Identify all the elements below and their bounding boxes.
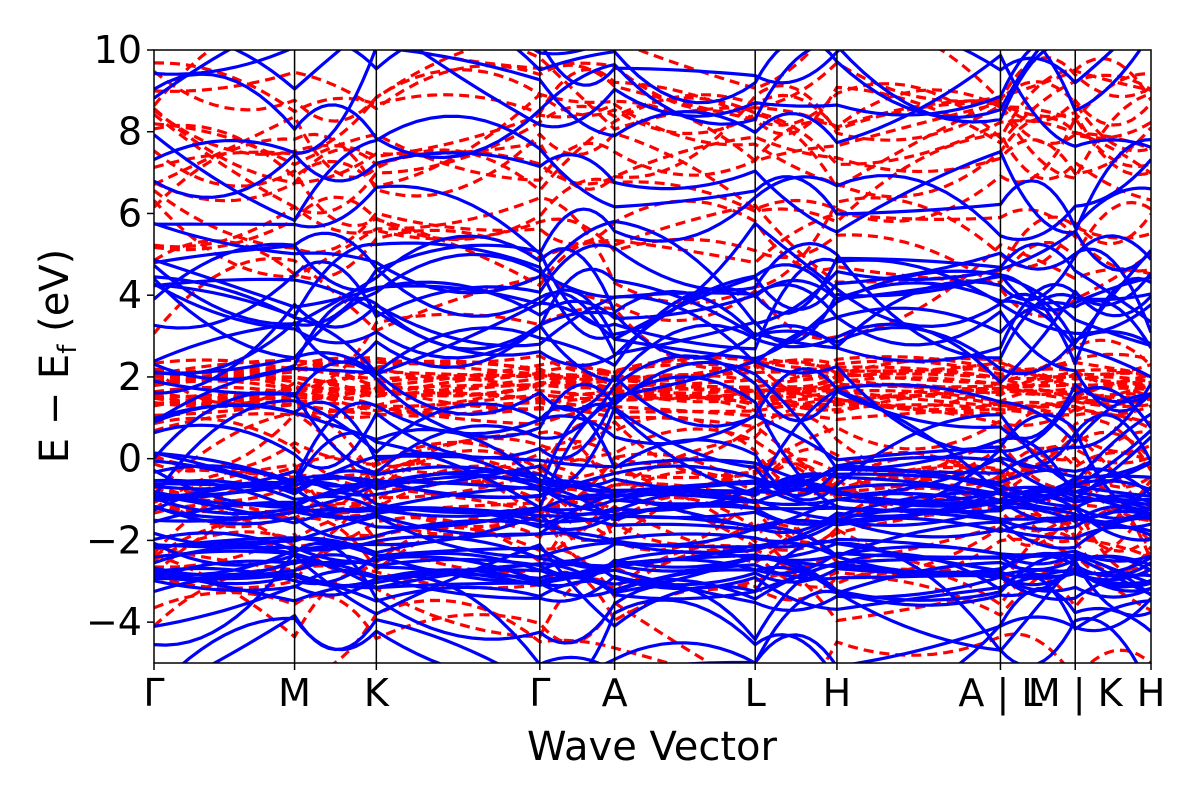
band-line (154, 573, 1151, 663)
band-line (232, 50, 1077, 129)
band-line (154, 513, 1151, 553)
band-line (154, 275, 1151, 379)
band-line (154, 554, 1151, 601)
band-line (154, 464, 1151, 508)
band-line (154, 566, 1151, 603)
band-line (154, 541, 1151, 647)
band-line (154, 242, 1151, 341)
band-line (154, 221, 1151, 340)
band-line (154, 516, 1151, 558)
band-line (154, 590, 1151, 663)
y-tick-label: 4 (118, 273, 142, 317)
band-line (154, 490, 1151, 530)
band-line (154, 375, 1151, 405)
x-tick-label: L (745, 671, 766, 715)
band-line (154, 241, 1151, 360)
band-line (154, 234, 1151, 360)
y-tick-label: 8 (118, 110, 142, 154)
y-tick-label: 2 (118, 355, 142, 399)
x-tick-label: Γ (529, 671, 550, 715)
band-line (154, 242, 1151, 324)
x-tick-label: M | K (1028, 671, 1124, 716)
x-tick-label: K (364, 671, 390, 715)
band-line (154, 244, 1151, 342)
band-line (154, 355, 1151, 380)
band-line (154, 553, 1151, 602)
band-line (154, 50, 1151, 114)
band-line (154, 306, 1151, 409)
band-line (154, 383, 1151, 416)
band-line (154, 50, 1115, 85)
band-line (154, 50, 1151, 161)
band-line (154, 234, 1151, 376)
band-line (154, 96, 1151, 215)
band-line (154, 375, 1151, 513)
x-tick-label: H (823, 671, 852, 715)
solid-band-series (154, 50, 1151, 663)
band-line (154, 359, 1151, 470)
band-line (154, 366, 1151, 445)
y-tick-label: 6 (118, 191, 142, 235)
x-tick-label: H (1137, 671, 1166, 715)
band-line (154, 408, 1151, 502)
band-line (154, 195, 1151, 288)
band-line (154, 219, 1151, 326)
band-line (154, 231, 1151, 356)
x-tick-label: Γ (143, 671, 164, 715)
y-tick-label: 10 (94, 28, 142, 72)
y-axis-label: E − Ef (eV) (32, 249, 83, 464)
x-axis-label: Wave Vector (527, 724, 778, 770)
y-axis: 10 8 6 4 2 0 −2 −4 (86, 28, 154, 644)
x-tick-label: M (278, 671, 311, 715)
band-line (154, 50, 1142, 113)
plot-frame (153, 49, 1152, 664)
band-line (154, 158, 1151, 257)
band-line (154, 56, 1151, 141)
band-line (154, 380, 1151, 409)
band-line (154, 451, 1151, 494)
band-line (154, 288, 1151, 385)
band-line (154, 50, 1151, 123)
high-symmetry-lines (293, 50, 1076, 663)
band-line (154, 372, 1151, 399)
y-tick-label: 0 (118, 437, 142, 481)
band-line (154, 463, 1151, 500)
band-line (154, 114, 1151, 230)
band-line (154, 504, 1151, 532)
x-tick-label: A | L (958, 671, 1042, 716)
band-line (154, 388, 1151, 500)
y-tick-label: −2 (86, 518, 142, 562)
band-line (154, 126, 1151, 203)
x-tick-label: A (602, 671, 628, 715)
band-line (154, 80, 1151, 190)
band-line (154, 404, 1151, 433)
band-line (154, 294, 1151, 413)
band-line (154, 480, 1151, 522)
band-line (154, 539, 1151, 654)
x-axis: Γ M K Γ A L H A | LM | K H (143, 663, 1165, 716)
band-line (154, 354, 1151, 475)
band-line (154, 138, 1151, 235)
band-line (154, 63, 1151, 145)
band-line (154, 399, 1151, 502)
band-line (154, 403, 1151, 501)
y-tick-label: −4 (86, 600, 142, 644)
band-line (154, 359, 1151, 391)
band-line (154, 360, 1151, 475)
band-line (211, 589, 1139, 663)
band-line (154, 114, 1151, 224)
